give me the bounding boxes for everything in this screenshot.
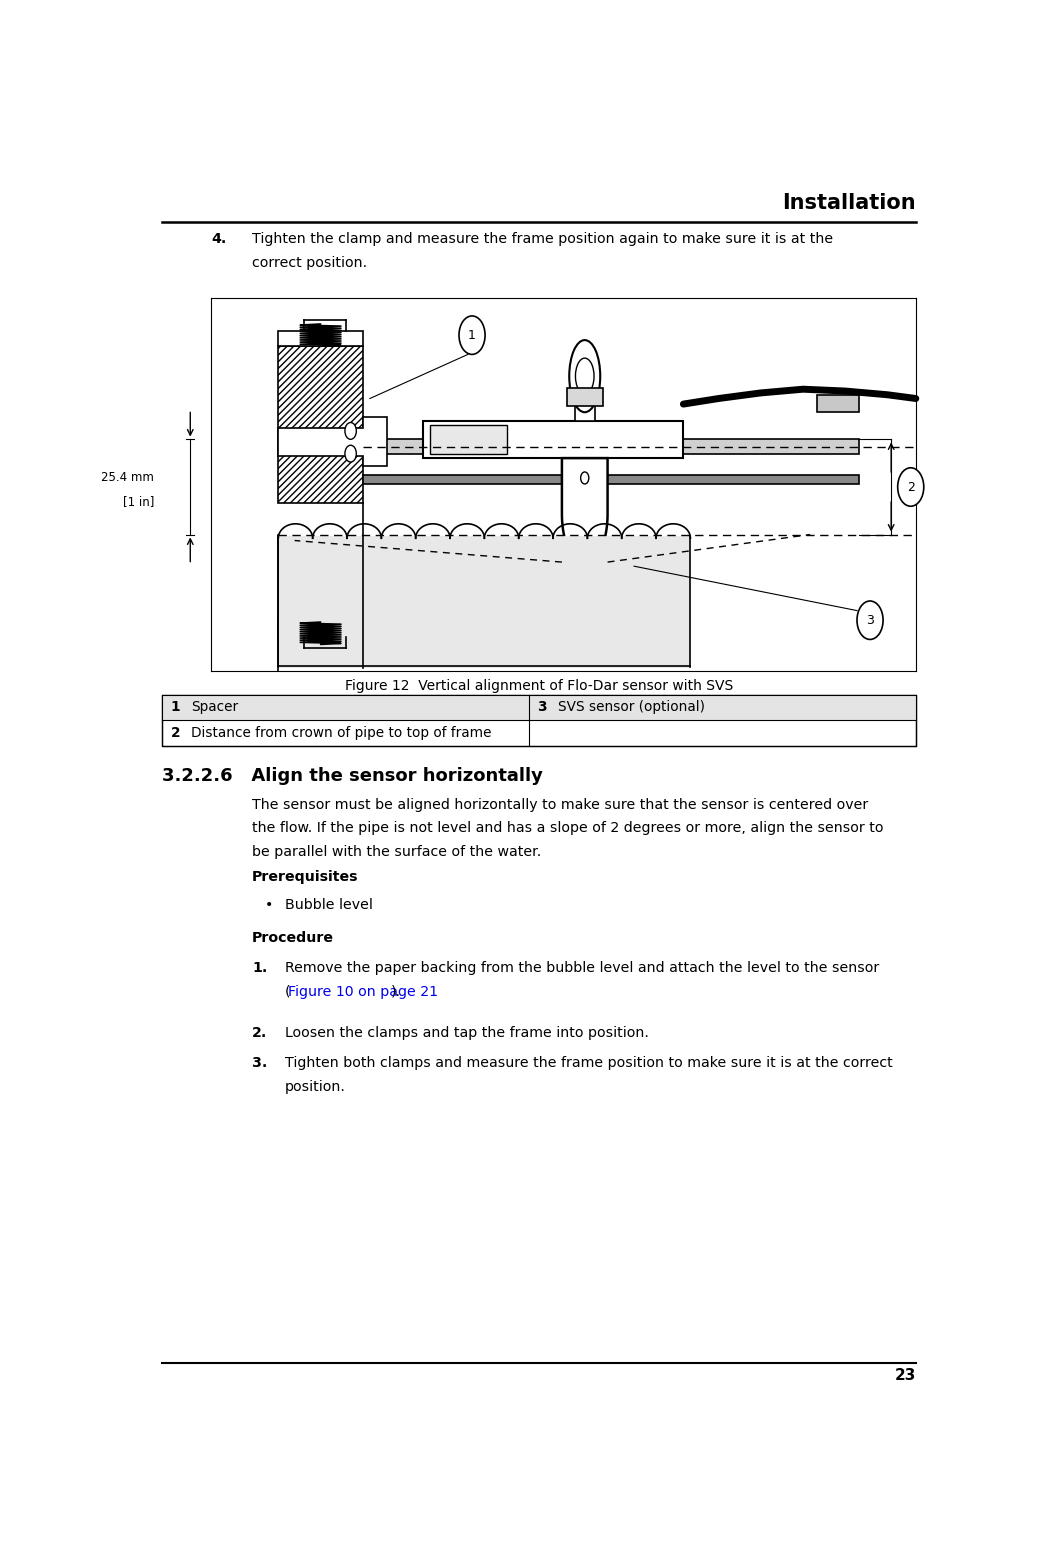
Bar — [817, 395, 859, 412]
Text: Figure 10 on page 21: Figure 10 on page 21 — [288, 985, 438, 999]
Bar — [423, 421, 684, 457]
Polygon shape — [562, 457, 608, 565]
Text: •: • — [264, 898, 272, 912]
Text: Bubble level: Bubble level — [285, 898, 372, 912]
Text: Distance from crown of pipe to top of frame: Distance from crown of pipe to top of fr… — [191, 726, 491, 740]
Text: 3.2.2.6   Align the sensor horizontally: 3.2.2.6 Align the sensor horizontally — [162, 766, 543, 785]
Bar — [279, 623, 363, 637]
Text: Spacer: Spacer — [191, 701, 238, 715]
Text: [1 in]: [1 in] — [123, 495, 155, 507]
Text: be parallel with the surface of the water.: be parallel with the surface of the wate… — [252, 845, 542, 859]
Text: The sensor must be aligned horizontally to make sure that the sensor is centered: The sensor must be aligned horizontally … — [252, 798, 868, 812]
Circle shape — [345, 445, 357, 462]
Text: Procedure: Procedure — [252, 932, 335, 946]
Ellipse shape — [575, 357, 594, 395]
Circle shape — [459, 315, 485, 354]
Text: position.: position. — [285, 1080, 346, 1094]
Text: 4.: 4. — [211, 233, 227, 247]
Text: 1: 1 — [170, 701, 180, 715]
Text: ).: ). — [390, 985, 401, 999]
Bar — [363, 440, 859, 454]
Bar — [567, 389, 603, 406]
Bar — [162, 695, 916, 746]
Bar — [430, 425, 507, 454]
Text: Figure 12  Vertical alignment of Flo-Dar sensor with SVS: Figure 12 Vertical alignment of Flo-Dar … — [345, 679, 733, 693]
Circle shape — [581, 471, 589, 484]
Bar — [575, 403, 594, 421]
Text: 3: 3 — [866, 613, 874, 626]
Text: Prerequisites: Prerequisites — [252, 869, 359, 884]
Text: Loosen the clamps and tap the frame into position.: Loosen the clamps and tap the frame into… — [285, 1026, 649, 1040]
Text: 3.: 3. — [252, 1057, 267, 1071]
Text: 1: 1 — [468, 329, 476, 342]
Text: Tighten the clamp and measure the frame position again to make sure it is at the: Tighten the clamp and measure the frame … — [252, 233, 833, 247]
Text: the flow. If the pipe is not level and has a slope of 2 degrees or more, align t: the flow. If the pipe is not level and h… — [252, 821, 884, 835]
Text: 2.: 2. — [252, 1026, 267, 1040]
Text: Remove the paper backing from the bubble level and attach the level to the senso: Remove the paper backing from the bubble… — [285, 962, 879, 976]
Bar — [279, 347, 363, 503]
Ellipse shape — [569, 340, 601, 412]
Text: Tighten both clamps and measure the frame position to make sure it is at the cor: Tighten both clamps and measure the fram… — [285, 1057, 892, 1071]
Bar — [279, 331, 363, 347]
Circle shape — [857, 601, 883, 640]
Text: 23: 23 — [894, 1367, 916, 1383]
Circle shape — [897, 468, 924, 506]
Text: (: ( — [285, 985, 290, 999]
Bar — [363, 475, 859, 484]
Circle shape — [345, 423, 357, 439]
Text: 2: 2 — [907, 481, 914, 493]
Bar — [279, 537, 690, 668]
Text: SVS sensor (optional): SVS sensor (optional) — [558, 701, 705, 715]
Text: 2: 2 — [170, 726, 180, 740]
Text: correct position.: correct position. — [252, 256, 367, 270]
Polygon shape — [279, 417, 387, 465]
Text: 25.4 mm: 25.4 mm — [101, 471, 155, 484]
Text: 3: 3 — [538, 701, 547, 715]
Text: 1.: 1. — [252, 962, 267, 976]
Text: Installation: Installation — [783, 194, 916, 214]
Bar — [162, 695, 916, 720]
